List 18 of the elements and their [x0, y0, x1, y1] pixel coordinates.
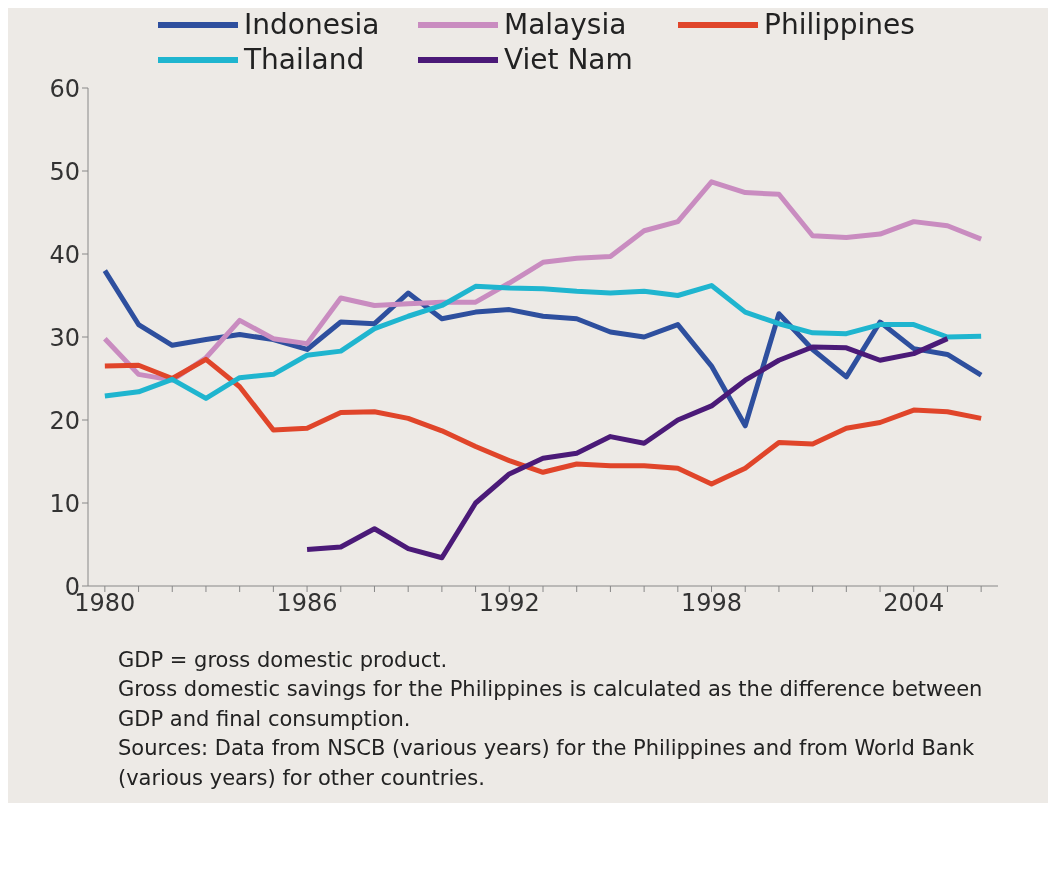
legend-label: Thailand	[244, 43, 365, 76]
x-tick-label: 2004	[883, 589, 945, 618]
source-note: Sources: Data from NSCB (various years) for the Philippines and from World Bank (various years) for other countries.	[118, 735, 976, 792]
y-tick-label: 50	[49, 157, 80, 186]
x-tick-label: 1986	[276, 589, 338, 618]
legend-label: Indonesia	[244, 8, 380, 41]
y-tick-label: 40	[49, 240, 80, 269]
legend-label: Philippines	[764, 8, 915, 41]
y-tick-label: 60	[49, 74, 80, 103]
text: Gross domestic savings for the Philippines is calculated as the difference between GDP and final consumption.	[118, 676, 984, 733]
legend-label: Malaysia	[504, 8, 627, 41]
x-tick-label: 1992	[478, 589, 540, 618]
y-tick-label: 10	[49, 489, 80, 518]
y-tick-label: 30	[49, 323, 80, 352]
legend-label: Viet Nam	[504, 43, 633, 76]
text: GDP = gross domestic product.	[118, 647, 449, 674]
y-tick-label: 20	[49, 406, 80, 435]
x-tick-label: 1998	[680, 589, 743, 618]
